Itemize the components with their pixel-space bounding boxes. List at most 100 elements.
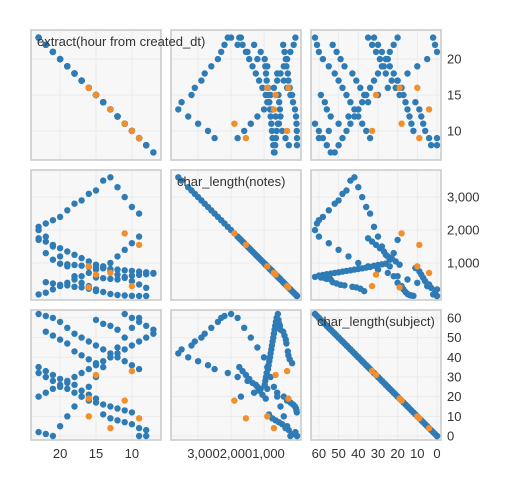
data-point-23-r1-c2 bbox=[339, 190, 346, 197]
data-point-63-r2-c0 bbox=[85, 356, 93, 363]
data-point-3-r1-c0 bbox=[121, 292, 128, 299]
data-point-6-r0-c2 bbox=[402, 99, 409, 106]
data-point-70-r2-c0 bbox=[114, 326, 121, 333]
data-point-93-r1-c0 bbox=[49, 256, 57, 263]
y-tick-label-r0: 10 bbox=[447, 123, 461, 138]
highlight-point-2-r0-c2 bbox=[414, 84, 421, 92]
data-point-83-r2-c0 bbox=[121, 346, 128, 353]
data-point-31-r0-c1 bbox=[234, 134, 241, 142]
data-point-70-r0-c1 bbox=[277, 113, 284, 120]
data-point-60-r1-c0 bbox=[42, 238, 49, 245]
data-point-9-r0-c1 bbox=[280, 77, 287, 84]
data-point-50-r0-c2 bbox=[418, 113, 425, 120]
data-point-86-r1-c0 bbox=[100, 265, 107, 272]
data-point-47-r0-c1 bbox=[282, 134, 289, 142]
data-point-89-r0-c2 bbox=[370, 77, 378, 84]
x-tick-label-c2: 20 bbox=[390, 446, 404, 461]
data-point-39-r1-c0 bbox=[78, 273, 85, 280]
data-point-17-r0-c1 bbox=[204, 127, 212, 135]
data-point-42-r0-c2 bbox=[424, 55, 431, 63]
data-point-26-r1-c2 bbox=[325, 207, 332, 214]
data-point-86-r0-c2 bbox=[359, 99, 366, 106]
data-point-25-r1-c2 bbox=[331, 200, 338, 207]
data-point-62-r0-c1 bbox=[288, 91, 296, 99]
data-point-81-r2-c0 bbox=[135, 338, 143, 345]
data-point-83-r2-c2 bbox=[347, 346, 354, 353]
data-point-86-r2-c2 bbox=[359, 358, 366, 365]
data-point-55-r0-c1 bbox=[255, 77, 263, 84]
data-point-27-r2-c0 bbox=[56, 318, 64, 326]
data-point-30-r2-c1 bbox=[227, 310, 235, 318]
data-point-59-r1-c0 bbox=[49, 241, 57, 249]
data-point-75-r0-c2 bbox=[315, 127, 323, 135]
x-tick-label-c2: 10 bbox=[410, 446, 424, 461]
data-point-29-r2-c0 bbox=[42, 312, 49, 320]
data-point-93-r2-c1 bbox=[257, 385, 264, 392]
data-point-55-r1-c0 bbox=[78, 254, 85, 262]
data-point-79-r2-c2 bbox=[331, 330, 338, 337]
data-point-22-r0-c2 bbox=[343, 91, 350, 99]
data-point-1-r0-c2 bbox=[433, 134, 441, 142]
data-point-91-r2-c0 bbox=[64, 377, 71, 385]
data-point-26-r0-c1 bbox=[208, 63, 215, 70]
x-tick-label-c2: 0 bbox=[433, 446, 440, 461]
data-point-40-r0-c1 bbox=[277, 70, 284, 77]
data-point-87-r0-c1 bbox=[265, 91, 272, 99]
data-point-23-r2-c0 bbox=[85, 338, 93, 345]
data-point-43-r2-c0 bbox=[49, 432, 57, 440]
highlight-point-1-r0-c1 bbox=[231, 120, 238, 127]
data-point-65-r2-c1 bbox=[284, 348, 291, 355]
data-point-33-r1-c0 bbox=[121, 246, 128, 253]
data-point-18-r2-c1 bbox=[194, 358, 202, 365]
data-point-36-r0-c2 bbox=[364, 99, 372, 106]
data-point-76-r0-c2 bbox=[319, 134, 327, 142]
y-tick-label-r2: 20 bbox=[447, 389, 461, 404]
data-point-41-r2-c1 bbox=[280, 413, 287, 420]
y-tick-label-r2: 40 bbox=[447, 350, 461, 365]
data-point-89-r2-c0 bbox=[78, 369, 85, 377]
highlight-point-5-r2-c0 bbox=[135, 415, 143, 422]
highlight-point-2-r1-c2 bbox=[414, 263, 421, 270]
data-point-88-r0-c2 bbox=[366, 84, 374, 92]
x-tick-label-c2: 60 bbox=[312, 446, 326, 461]
data-point-16-r0-c2 bbox=[366, 134, 374, 142]
data-point-32-r0-c2 bbox=[325, 127, 332, 135]
data-point-41-r1-c2 bbox=[414, 279, 421, 286]
data-point-24-r1-c0 bbox=[78, 197, 85, 204]
data-point-17-r1-c2 bbox=[363, 203, 370, 211]
data-point-67-r2-c0 bbox=[56, 336, 64, 343]
highlight-point-0-r0-c1 bbox=[283, 127, 291, 135]
highlight-point-1-r0-c2 bbox=[398, 120, 405, 127]
data-point-6-r1-c0 bbox=[100, 288, 107, 296]
data-point-94-r1-c2 bbox=[390, 249, 397, 257]
data-point-48-r2-c0 bbox=[128, 421, 136, 428]
data-point-20-r1-c0 bbox=[107, 174, 114, 181]
data-point-69-r0-c2 bbox=[329, 41, 336, 48]
data-point-92-r2-c1 bbox=[261, 381, 268, 388]
data-point-77-r2-c0 bbox=[143, 322, 150, 329]
data-point-84-r2-c0 bbox=[114, 350, 121, 357]
data-point-93-r0-c0 bbox=[49, 48, 57, 56]
data-point-33-r2-c0 bbox=[121, 334, 128, 341]
data-point-82-r0-c1 bbox=[268, 127, 276, 135]
data-point-34-r2-c0 bbox=[114, 344, 121, 351]
data-point-95-r0-c2 bbox=[394, 34, 401, 41]
data-point-32-r1-c2 bbox=[325, 240, 332, 247]
data-point-61-r1-c2 bbox=[364, 235, 372, 242]
data-point-38-r2-c1 bbox=[270, 383, 278, 390]
data-point-53-r0-c2 bbox=[396, 91, 403, 99]
data-point-75-r2-c0 bbox=[128, 314, 136, 322]
data-point-71-r0-c1 bbox=[276, 106, 284, 113]
data-point-29-r2-c1 bbox=[221, 312, 228, 320]
highlight-point-3-r0-c2 bbox=[425, 106, 433, 113]
data-point-92-r0-c1 bbox=[261, 55, 268, 63]
data-point-34-r0-c2 bbox=[345, 113, 352, 120]
data-point-90-r0-c0 bbox=[71, 70, 78, 77]
data-point-14-r0-c1 bbox=[234, 41, 241, 48]
data-point-85-r2-c2 bbox=[355, 354, 362, 361]
data-point-56-r0-c2 bbox=[382, 70, 389, 77]
highlight-point-6-r1-c0 bbox=[85, 284, 93, 291]
data-point-16-r2-c0 bbox=[135, 365, 143, 373]
data-point-26-r1-c1 bbox=[208, 207, 215, 214]
data-point-92-r0-c0 bbox=[56, 55, 64, 63]
